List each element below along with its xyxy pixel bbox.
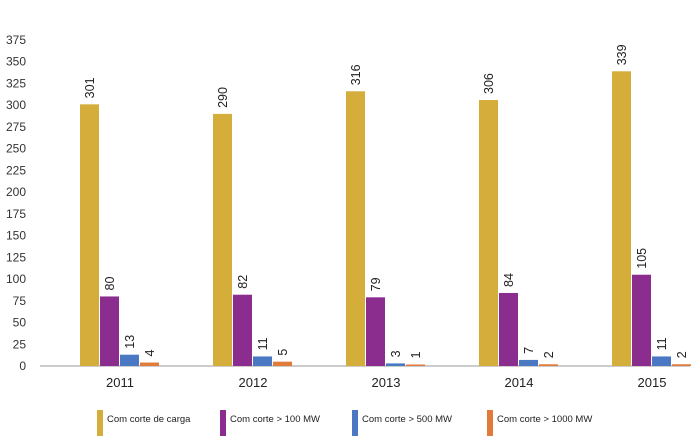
legend-label: Com corte > 1000 MW [497,414,592,425]
y-tick-label: 175 [6,207,26,221]
legend-swatch [97,410,103,436]
x-category-label: 2011 [106,375,134,390]
data-label: 7 [522,347,536,354]
bar-2014-series-4 [539,364,558,366]
data-label: 82 [236,275,250,289]
data-label: 84 [502,273,516,287]
y-tick-label: 225 [6,163,26,177]
bar-2015-series-1 [612,71,631,367]
data-label: 79 [369,277,383,291]
bar-2015-series-3 [652,356,671,366]
legend-swatch [352,410,358,436]
bar-2011-series-1 [80,104,99,367]
bar-2011-series-4 [140,362,159,366]
bar-2011-series-3 [120,354,139,366]
x-category-label: 2013 [372,375,401,390]
x-category-label: 2014 [505,375,534,390]
data-label: 105 [635,248,649,269]
y-tick-label: 200 [6,185,26,199]
bar-2015-series-4 [672,364,691,366]
y-tick-label: 125 [6,250,26,264]
legend-swatch [220,410,226,436]
data-label: 3 [389,350,403,357]
data-label: 80 [103,277,117,291]
y-tick-label: 150 [6,229,26,243]
x-category-label: 2012 [239,375,268,390]
bar-2014-series-2 [499,292,518,366]
bar-2012-series-2 [233,294,252,366]
y-tick-label: 375 [6,33,26,47]
y-tick-label: 75 [13,294,27,308]
bar-2015-series-2 [632,274,651,366]
data-label: 1 [409,352,423,359]
x-category-label: 2015 [638,375,667,390]
bar-2014-series-3 [519,359,538,366]
y-tick-label: 50 [13,316,27,330]
bar-2012-series-4 [273,361,292,366]
data-label: 13 [123,335,137,349]
bar-2012-series-3 [253,356,272,366]
y-tick-label: 350 [6,55,26,69]
bar-2011-series-2 [100,296,119,366]
data-label: 290 [216,87,230,108]
data-label: 2 [675,351,689,358]
data-label: 11 [655,337,669,350]
data-label: 306 [482,73,496,94]
data-label: 11 [256,337,270,350]
y-tick-label: 250 [6,142,26,156]
data-label: 339 [615,44,629,65]
data-label: 316 [349,64,363,85]
data-label: 5 [276,349,290,356]
y-tick-label: 300 [6,98,26,112]
y-tick-label: 25 [13,337,27,351]
data-label: 2 [542,351,556,358]
bar-2013-series-3 [386,363,405,366]
data-label: 4 [143,350,157,357]
bar-2013-series-4 [406,364,425,366]
data-label: 301 [83,77,97,98]
y-tick-label: 100 [6,272,26,286]
y-tick-label: 0 [19,359,26,373]
bar-2012-series-1 [213,113,232,366]
bar-2013-series-2 [366,297,385,366]
bar-2013-series-1 [346,91,365,367]
legend-label: Com corte de carga [107,414,191,425]
legend-label: Com corte > 500 MW [362,414,452,425]
y-tick-label: 275 [6,120,26,134]
legend-swatch [487,410,493,436]
y-tick-label: 325 [6,76,26,90]
legend-label: Com corte > 100 MW [230,414,320,425]
bar-2014-series-1 [479,99,498,366]
